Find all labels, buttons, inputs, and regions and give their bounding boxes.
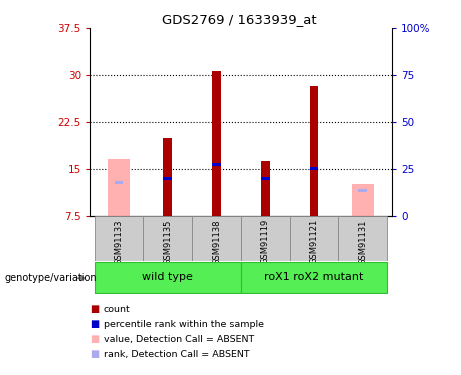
Bar: [261, 161, 270, 216]
Bar: [261, 177, 270, 180]
Bar: [241, 216, 290, 261]
Bar: [309, 86, 318, 216]
Text: value, Detection Call = ABSENT: value, Detection Call = ABSENT: [104, 335, 254, 344]
Text: wild type: wild type: [142, 272, 193, 282]
Bar: [143, 216, 192, 261]
Bar: [352, 184, 373, 216]
Text: ■: ■: [90, 320, 99, 329]
Text: ■: ■: [90, 350, 99, 359]
Text: GSM91135: GSM91135: [163, 219, 172, 265]
Text: GDS2769 / 1633939_at: GDS2769 / 1633939_at: [162, 13, 317, 26]
Bar: [95, 216, 143, 261]
Bar: [108, 159, 130, 216]
Bar: [309, 167, 318, 170]
Text: GSM91133: GSM91133: [115, 219, 124, 265]
Text: ■: ■: [90, 334, 99, 344]
Text: GSM91131: GSM91131: [358, 219, 367, 265]
Bar: [358, 189, 367, 192]
Bar: [212, 70, 221, 216]
Text: GSM91121: GSM91121: [309, 219, 319, 264]
Bar: [290, 216, 338, 261]
Text: GSM91138: GSM91138: [212, 219, 221, 265]
Text: count: count: [104, 305, 130, 314]
Text: GSM91119: GSM91119: [261, 219, 270, 264]
Text: percentile rank within the sample: percentile rank within the sample: [104, 320, 264, 329]
Text: roX1 roX2 mutant: roX1 roX2 mutant: [264, 272, 364, 282]
Bar: [95, 262, 241, 292]
Bar: [338, 216, 387, 261]
Text: genotype/variation: genotype/variation: [5, 273, 97, 283]
Bar: [164, 177, 172, 180]
Text: ■: ■: [90, 304, 99, 314]
Bar: [164, 138, 172, 216]
Bar: [212, 163, 221, 166]
Bar: [241, 262, 387, 292]
Bar: [115, 181, 124, 184]
Text: rank, Detection Call = ABSENT: rank, Detection Call = ABSENT: [104, 350, 249, 359]
Bar: [192, 216, 241, 261]
